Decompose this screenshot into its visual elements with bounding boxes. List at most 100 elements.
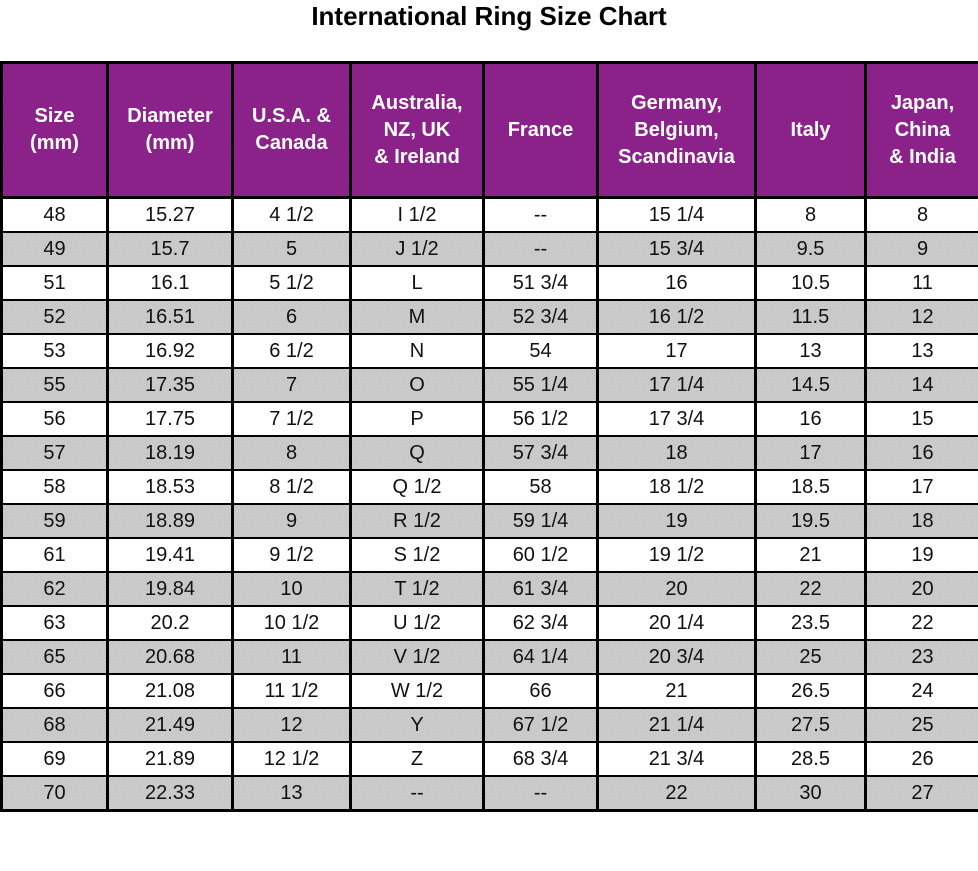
table-body: 48 15.27 4 1/2 I 1/2 -- 15 1/4 8 8 49 15.7 5 J 1/2-… xyxy=(0,196,978,812)
table-cell: 17 3/4 xyxy=(596,401,757,437)
table-cell: 13 xyxy=(864,333,978,369)
table-cell: 62 3/4 xyxy=(482,605,599,641)
table-cell: 17.75 xyxy=(106,401,234,437)
table-row: 56 17.75 7 1/2 P 56 1/2 17 3/4 16 15 xyxy=(0,401,978,437)
table-cell: 57 xyxy=(0,435,109,471)
table-cell: 21.89 xyxy=(106,741,234,777)
column-header-2: U.S.A. & Canada xyxy=(231,61,352,199)
table-cell: -- xyxy=(482,775,599,812)
table-row: 48 15.27 4 1/2 I 1/2 -- 15 1/4 8 8 xyxy=(0,196,978,233)
table-cell: 56 xyxy=(0,401,109,437)
table-cell: 5 1/2 xyxy=(231,265,352,301)
table-cell: 18.53 xyxy=(106,469,234,505)
table-cell: 21 3/4 xyxy=(596,741,757,777)
header-row: Size (mm) Diameter (mm) U.S.A. & Canada Aus… xyxy=(0,61,978,199)
table-cell: 9.5 xyxy=(754,231,867,267)
table-cell: 52 3/4 xyxy=(482,299,599,335)
table-cell: 19 xyxy=(596,503,757,539)
table-cell: 10 xyxy=(231,571,352,607)
table-row: 59 18.89 9 R 1/2 59 1/4 19 19.5 18 xyxy=(0,503,978,539)
column-header-5: Germany, Belgium, Scandinavia xyxy=(596,61,757,199)
table-row: 61 19.41 9 1/2 S 1/2 60 1/2 19 1/2 21 19 xyxy=(0,537,978,573)
table-row: 51 16.1 5 1/2 L 51 3/4 16 10.5 11 xyxy=(0,265,978,301)
table-cell: 23.5 xyxy=(754,605,867,641)
table-cell: V 1/2 xyxy=(349,639,485,675)
table-header: Size (mm) Diameter (mm) U.S.A. & Canada Aus… xyxy=(0,61,978,199)
table-cell: L xyxy=(349,265,485,301)
table-cell: 19.84 xyxy=(106,571,234,607)
table-cell: 27 xyxy=(864,775,978,812)
table-cell: 58 xyxy=(482,469,599,505)
column-header-0: Size (mm) xyxy=(0,61,109,199)
table-cell: P xyxy=(349,401,485,437)
table-cell: 18.89 xyxy=(106,503,234,539)
table-row: 63 20.2 10 1/2 U 1/2 62 3/4 20 1/4 23.5 22 xyxy=(0,605,978,641)
table-cell: 15.7 xyxy=(106,231,234,267)
table-cell: 10.5 xyxy=(754,265,867,301)
table-cell: N xyxy=(349,333,485,369)
table-cell: Y xyxy=(349,707,485,743)
table-cell: 58 xyxy=(0,469,109,505)
table-row: 70 22.33 13 -- -- 22 30 27 xyxy=(0,775,978,812)
table-cell: 62 xyxy=(0,571,109,607)
table-cell: 12 1/2 xyxy=(231,741,352,777)
table-cell: 16 1/2 xyxy=(596,299,757,335)
table-cell: 49 xyxy=(0,231,109,267)
table-cell: 15 1/4 xyxy=(596,196,757,233)
table-cell: 52 xyxy=(0,299,109,335)
table-cell: 53 xyxy=(0,333,109,369)
table-cell: 21 xyxy=(754,537,867,573)
column-header-6: Italy xyxy=(754,61,867,199)
table-cell: 23 xyxy=(864,639,978,675)
table-row: 66 21.08 11 1/2 W 1/2 66 21 26.5 24 xyxy=(0,673,978,709)
table-cell: 22.33 xyxy=(106,775,234,812)
table-cell: 9 xyxy=(864,231,978,267)
table-row: 58 18.53 8 1/2 Q 1/2 58 18 1/2 18.5 17 xyxy=(0,469,978,505)
table-cell: 20.68 xyxy=(106,639,234,675)
table-row: 57 18.19 8 Q 57 3/4 18 17 16 xyxy=(0,435,978,471)
table-cell: 68 3/4 xyxy=(482,741,599,777)
table-cell: 16.1 xyxy=(106,265,234,301)
column-header-7: Japan, China & India xyxy=(864,61,978,199)
table-cell: -- xyxy=(482,196,599,233)
table-cell: S 1/2 xyxy=(349,537,485,573)
table-cell: 8 xyxy=(864,196,978,233)
table-cell: J 1/2 xyxy=(349,231,485,267)
page-title: International Ring Size Chart xyxy=(311,1,667,31)
table-cell: 5 xyxy=(231,231,352,267)
table-cell: 66 xyxy=(482,673,599,709)
table-cell: 14.5 xyxy=(754,367,867,403)
table-cell: 64 1/4 xyxy=(482,639,599,675)
table-cell: 15 3/4 xyxy=(596,231,757,267)
table-cell: 18.5 xyxy=(754,469,867,505)
table-cell: 19.5 xyxy=(754,503,867,539)
table-cell: 61 xyxy=(0,537,109,573)
table-cell: I 1/2 xyxy=(349,196,485,233)
table-row: 68 21.49 12 Y 67 1/2 21 1/4 27.5 25 xyxy=(0,707,978,743)
table-row: 49 15.7 5 J 1/2 -- 15 3/4 9.5 9 xyxy=(0,231,978,267)
table-cell: 66 xyxy=(0,673,109,709)
table-cell: 9 1/2 xyxy=(231,537,352,573)
table-cell: 65 xyxy=(0,639,109,675)
table-cell: 24 xyxy=(864,673,978,709)
table-cell: 55 xyxy=(0,367,109,403)
table-row: 53 16.92 6 1/2 N 54 17 13 13 xyxy=(0,333,978,369)
table-cell: 20.2 xyxy=(106,605,234,641)
table-cell: 18 xyxy=(864,503,978,539)
table-cell: R 1/2 xyxy=(349,503,485,539)
table-cell: 19 xyxy=(864,537,978,573)
table-row: 52 16.51 6 M 52 3/4 16 1/2 11.5 12 xyxy=(0,299,978,335)
table-cell: 28.5 xyxy=(754,741,867,777)
table-cell: O xyxy=(349,367,485,403)
table-cell: 9 xyxy=(231,503,352,539)
table-row: 55 17.35 7 O 55 1/4 17 1/4 14.5 14 xyxy=(0,367,978,403)
table-cell: 26 xyxy=(864,741,978,777)
table-cell: 19.41 xyxy=(106,537,234,573)
table-cell: 68 xyxy=(0,707,109,743)
table-cell: 14 xyxy=(864,367,978,403)
table-cell: 30 xyxy=(754,775,867,812)
table-cell: 67 1/2 xyxy=(482,707,599,743)
table-cell: 51 3/4 xyxy=(482,265,599,301)
table-row: 62 19.84 10 T 1/2 61 3/4 20 22 20 xyxy=(0,571,978,607)
table-cell: 16.51 xyxy=(106,299,234,335)
